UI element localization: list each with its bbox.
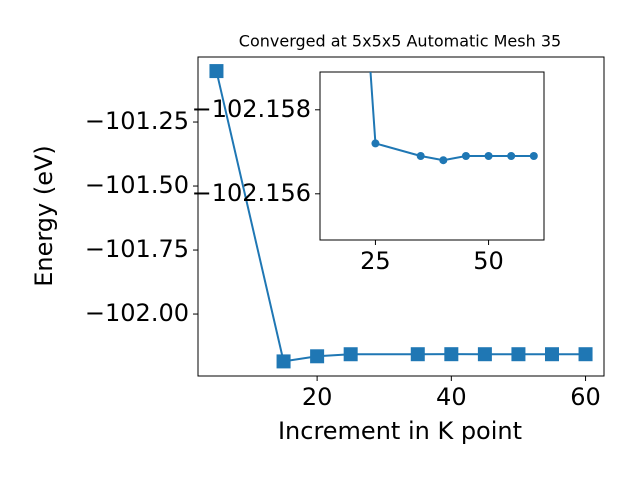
marker — [371, 139, 380, 148]
marker — [209, 64, 224, 79]
marker — [544, 347, 559, 362]
y-tick-label: −102.158 — [192, 95, 311, 123]
marker — [461, 152, 470, 160]
marker — [444, 347, 459, 362]
marker — [439, 156, 448, 165]
y-tick-label: −102.156 — [192, 179, 311, 207]
y-tick-label: −102.00 — [85, 299, 189, 327]
y-tick-label: −101.50 — [85, 171, 189, 199]
series-group — [209, 64, 593, 369]
marker — [484, 152, 493, 160]
x-tick-label: 60 — [570, 383, 601, 411]
x-axis-label: Increment in K point — [278, 417, 522, 445]
y-tick-label: −101.25 — [85, 107, 189, 135]
line — [215, 70, 586, 363]
marker — [578, 347, 593, 362]
y-tick-label: −101.75 — [85, 235, 189, 263]
marker — [276, 354, 291, 369]
marker — [310, 349, 325, 364]
x-tick-label: 25 — [360, 247, 391, 275]
marker — [410, 347, 425, 362]
x-tick-label: 40 — [436, 383, 467, 411]
marker — [343, 347, 358, 362]
marker — [507, 152, 516, 160]
series-group — [369, 72, 538, 165]
marker — [529, 152, 538, 160]
y-axis-label: Energy (eV) — [30, 145, 58, 287]
x-tick-label: 50 — [473, 247, 504, 275]
marker — [416, 152, 425, 160]
x-tick-label: 20 — [302, 383, 333, 411]
marker — [511, 347, 526, 362]
marker — [477, 347, 492, 362]
chart-title: Converged at 5x5x5 Automatic Mesh 35 — [239, 32, 561, 51]
